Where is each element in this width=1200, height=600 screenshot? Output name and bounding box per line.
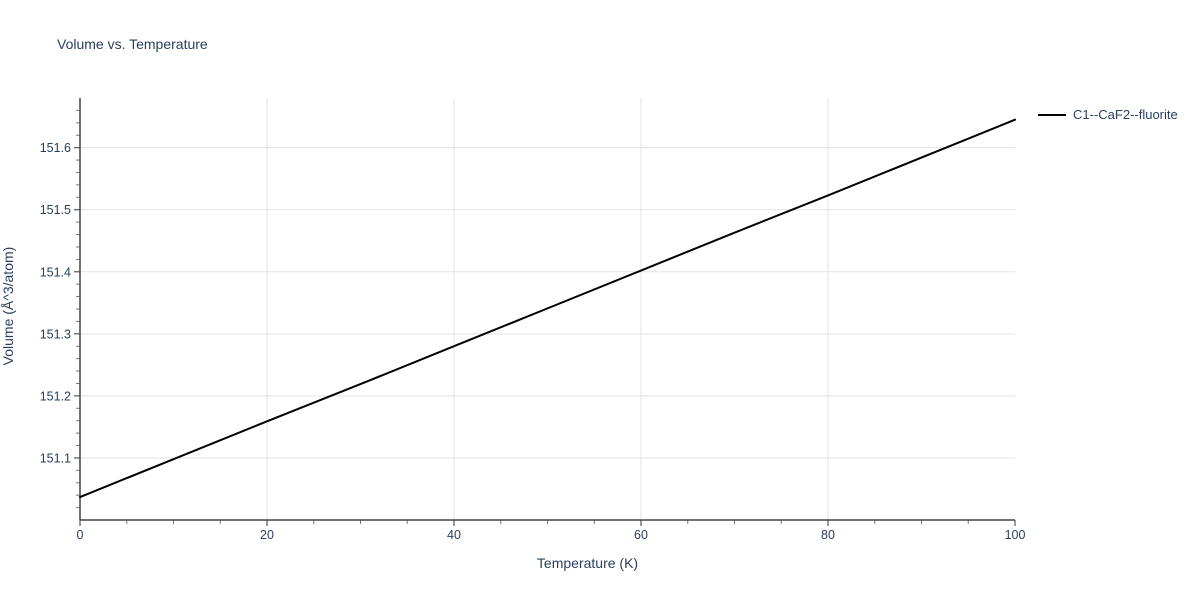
x-tick-label: 60 <box>634 528 648 542</box>
y-tick-label: 151.4 <box>40 265 71 279</box>
y-tick-label: 151.1 <box>40 451 71 465</box>
x-tick-label: 20 <box>260 528 274 542</box>
legend-line-swatch <box>1038 113 1066 116</box>
legend-item[interactable]: C1--CaF2--fluorite <box>1038 107 1178 122</box>
y-tick-label: 151.3 <box>40 327 71 341</box>
legend-label: C1--CaF2--fluorite <box>1073 107 1178 122</box>
y-tick-label: 151.2 <box>40 389 71 403</box>
y-tick-label: 151.5 <box>40 203 71 217</box>
x-axis-title: Temperature (K) <box>536 555 639 571</box>
chart-title: Volume vs. Temperature <box>57 36 208 52</box>
x-tick-label: 80 <box>821 528 835 542</box>
x-tick-label: 100 <box>1005 528 1026 542</box>
x-tick-label: 40 <box>447 528 461 542</box>
y-tick-label: 151.6 <box>40 141 71 155</box>
x-tick-label: 0 <box>77 528 84 542</box>
y-axis-title: Volume (Å^3/atom) <box>0 246 16 366</box>
series-line-C1--CaF2--fluorite <box>79 118 1016 499</box>
